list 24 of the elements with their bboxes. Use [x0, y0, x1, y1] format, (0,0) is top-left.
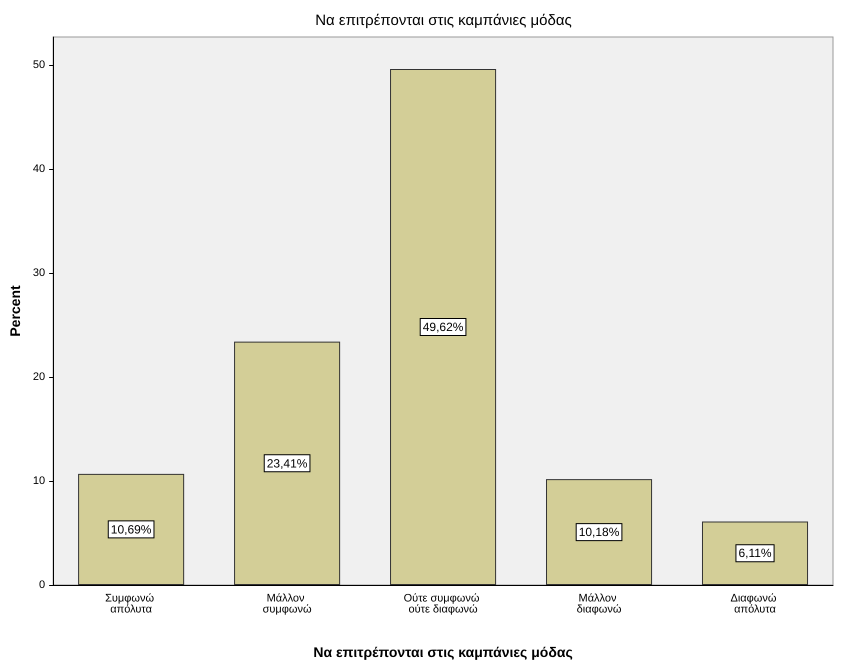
data-label: 6,11% [738, 546, 772, 560]
y-tick-label: 50 [32, 59, 46, 72]
y-tick-label: 30 [32, 267, 46, 280]
y-tick-label: 0 [39, 579, 46, 591]
data-label: 23,41% [266, 456, 308, 470]
bar [702, 521, 808, 585]
data-label: 10,18% [578, 525, 620, 540]
data-label: 49,62% [422, 320, 464, 334]
x-tick-label: Ούτε συμφωνώ ούτε διαφωνώ [404, 592, 483, 616]
y-tick-label: 40 [32, 163, 46, 176]
bar [234, 342, 340, 585]
bar [546, 479, 652, 585]
x-tick-label: Διαφωνώ απόλυτα [730, 592, 780, 616]
x-tick-label: Μάλλον συμφωνώ [262, 592, 312, 616]
y-tick-label: 20 [32, 371, 46, 384]
y-axis-title: Percent [7, 284, 23, 337]
data-label: 10,69% [110, 522, 152, 536]
bar [78, 474, 184, 585]
bar [390, 69, 496, 585]
x-tick-label: Μάλλον διαφωνώ [576, 592, 622, 616]
y-tick-label: 10 [32, 475, 46, 488]
x-tick-label: Συμφωνώ απόλυτα [105, 592, 158, 616]
x-axis-title: Να επιτρέπονται στις καμπάνιες μόδας [313, 644, 573, 660]
chart-title: Να επιτρέπονται στις καμπάνιες μόδας [315, 12, 572, 29]
